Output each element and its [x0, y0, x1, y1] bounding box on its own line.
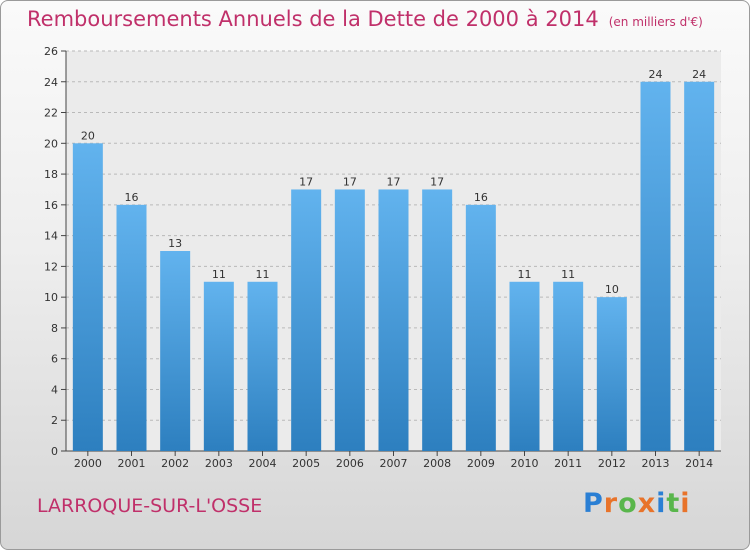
y-tick-label: 4 — [51, 383, 58, 396]
bar — [334, 189, 365, 451]
x-tick-label: 2011 — [554, 457, 582, 470]
y-tick-label: 14 — [44, 230, 58, 243]
y-tick-label: 22 — [44, 107, 58, 120]
x-tick-label: 2004 — [249, 457, 277, 470]
y-tick-label: 6 — [51, 353, 58, 366]
y-tick-label: 2 — [51, 414, 58, 427]
proxiti-logo: Proxiti — [583, 488, 691, 519]
x-tick-label: 2005 — [292, 457, 320, 470]
data-label: 11 — [212, 268, 226, 281]
x-tick-label: 2001 — [118, 457, 146, 470]
logo-letter: r — [603, 488, 619, 519]
x-tick-label: 2014 — [685, 457, 713, 470]
data-label: 16 — [125, 191, 139, 204]
bar — [378, 189, 409, 451]
bar — [160, 251, 191, 451]
x-tick-label: 2009 — [467, 457, 495, 470]
y-tick-label: 10 — [44, 291, 58, 304]
y-tick-label: 20 — [44, 137, 58, 150]
logo-letter: P — [583, 488, 604, 519]
logo-letter: i — [680, 488, 691, 519]
data-label: 16 — [474, 191, 488, 204]
bar — [596, 297, 627, 451]
x-tick-label: 2012 — [598, 457, 626, 470]
y-tick-label: 16 — [44, 199, 58, 212]
data-label: 20 — [81, 129, 95, 142]
place-name: LARROQUE-SUR-L'OSSE — [37, 495, 263, 517]
y-tick-label: 18 — [44, 168, 58, 181]
data-label: 11 — [518, 268, 532, 281]
x-tick-label: 2013 — [642, 457, 670, 470]
y-tick-label: 0 — [51, 445, 58, 458]
y-tick-label: 8 — [51, 322, 58, 335]
x-tick-label: 2007 — [380, 457, 408, 470]
x-tick-label: 2002 — [161, 457, 189, 470]
bar — [116, 204, 147, 451]
bar — [509, 281, 540, 451]
x-tick-label: 2008 — [423, 457, 451, 470]
chart-title-text: Remboursements Annuels de la Dette de 20… — [27, 7, 599, 31]
data-label: 10 — [605, 283, 619, 296]
bar — [465, 204, 496, 451]
y-tick-label: 12 — [44, 260, 58, 273]
bar — [72, 143, 103, 452]
logo-letter: i — [656, 488, 667, 519]
bar — [684, 81, 715, 452]
y-tick-label: 24 — [44, 76, 58, 89]
bar — [422, 189, 453, 451]
bar — [291, 189, 322, 451]
data-label: 17 — [343, 175, 357, 188]
y-tick-label: 26 — [44, 45, 58, 58]
x-tick-label: 2003 — [205, 457, 233, 470]
logo-letter: t — [666, 488, 681, 519]
bar — [247, 281, 278, 451]
chart-title: Remboursements Annuels de la Dette de 20… — [27, 7, 703, 31]
data-label: 17 — [387, 175, 401, 188]
logo-letter: x — [637, 488, 657, 519]
bar — [553, 281, 584, 451]
x-tick-label: 2006 — [336, 457, 364, 470]
data-label: 17 — [430, 175, 444, 188]
chart-subtitle: (en milliers d'€) — [608, 15, 703, 29]
data-label: 13 — [168, 237, 182, 250]
data-label: 11 — [561, 268, 575, 281]
bar — [203, 281, 234, 451]
bar — [640, 81, 671, 452]
logo-letter: o — [618, 488, 638, 519]
data-label: 17 — [299, 175, 313, 188]
data-label: 24 — [692, 68, 706, 81]
x-tick-label: 2000 — [74, 457, 102, 470]
data-label: 11 — [256, 268, 270, 281]
data-label: 24 — [649, 68, 663, 81]
x-tick-label: 2010 — [511, 457, 539, 470]
